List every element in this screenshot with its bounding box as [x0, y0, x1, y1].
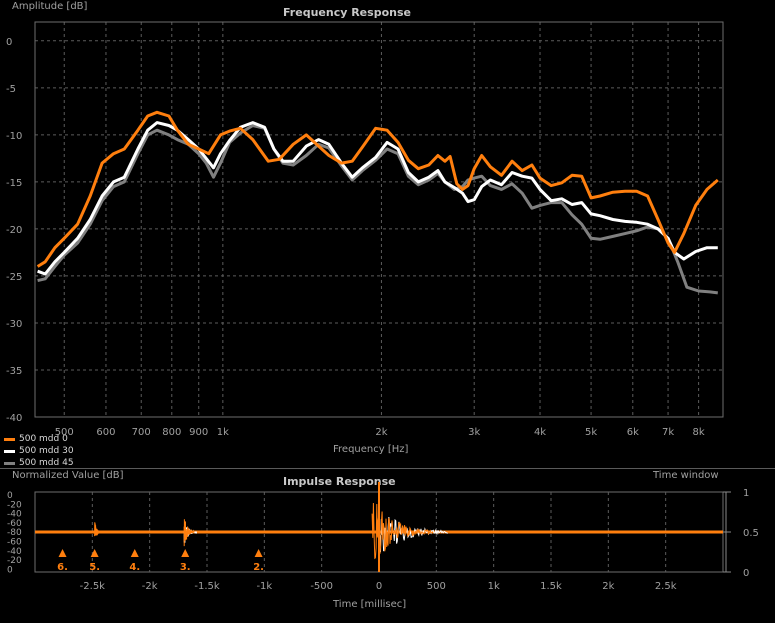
legend-item-0[interactable]: 500 mdd 0 [4, 433, 74, 445]
freq-x-tick-label: 3k [468, 427, 480, 438]
marker-label: 2. [253, 562, 264, 573]
impulse-x-tick-label: 2.5k [655, 581, 677, 592]
impulse-y-tick-label: -80 [7, 528, 22, 538]
legend-label: 500 mdd 0 [19, 434, 68, 444]
impulse-right-tick-label: 1 [743, 488, 749, 499]
marker-triangle [130, 549, 139, 557]
freq-x-tick-label: 6k [627, 427, 639, 438]
legend-swatch-orange [4, 437, 15, 441]
marker-triangle [181, 549, 190, 557]
impulse-x-tick-label: -1k [256, 581, 272, 592]
impulse-y-tick-label: 0 [7, 565, 13, 575]
series-line-500-mdd-30 [37, 121, 718, 276]
legend-item-2[interactable]: 500 mdd 45 [4, 457, 74, 469]
freq-y-tick-label: -25 [6, 272, 22, 283]
legend-item-1[interactable]: 500 mdd 30 [4, 445, 74, 457]
freq-y-tick-label: -15 [6, 178, 22, 189]
impulse-reflection-5 [94, 522, 101, 537]
freq-y-tick-label: -10 [6, 131, 22, 142]
impulse-y-tick-label: -60 [7, 538, 22, 548]
freq-x-tick-label: 4k [534, 427, 546, 438]
impulse-right-tick-label: 0 [743, 568, 749, 579]
marker-triangle [90, 549, 99, 557]
impulse-x-tick-label: -2k [142, 581, 158, 592]
freq-series [36, 110, 719, 295]
legend-swatch-white [4, 449, 15, 453]
marker-triangle [58, 549, 67, 557]
series-line-500-mdd-0 [36, 110, 719, 268]
impulse-waveform-main [371, 502, 432, 560]
impulse-chart-title: Impulse Response [283, 475, 396, 488]
freq-y-tick-label: -20 [6, 225, 22, 236]
marker-label: 3. [180, 562, 191, 573]
time-window-label: Time window [653, 470, 719, 481]
impulse-right-tick-label: 0.5 [743, 528, 759, 539]
impulse-x-tick-label: -2.5k [80, 581, 106, 592]
impulse-waveforms [35, 482, 723, 572]
freq-tick-labels: 0 -5 -10 -15 -20 -25 -30 -35 -40 500 600 700 800 900 1… [6, 37, 705, 438]
freq-x-tick-label: 900 [189, 427, 208, 438]
impulse-reflection-3 [183, 519, 195, 547]
freq-x-tick-label: 1k [217, 427, 229, 438]
marker-label: 6. [57, 562, 68, 573]
series-line-500-mdd-45 [37, 124, 718, 295]
legend-label: 500 mdd 45 [19, 458, 74, 468]
impulse-y-tick-label: -20 [7, 556, 22, 566]
impulse-x-tick-label: -1.5k [194, 581, 220, 592]
legend-label: 500 mdd 30 [19, 446, 74, 456]
freq-y-tick-label: -30 [6, 319, 22, 330]
impulse-tick-labels: -2.5k -2k -1.5k -1k -500 0 500 1k 1.5k 2k 2.5k0-20… [7, 488, 759, 592]
freq-y-tick-label: 0 [6, 37, 12, 48]
freq-x-tick-label: 2k [375, 427, 387, 438]
freq-y-axis-label: Amplitude [dB] [12, 1, 88, 12]
impulse-x-tick-label: 500 [427, 581, 446, 592]
impulse-y-axis-label: Normalized Value [dB] [12, 470, 124, 481]
freq-x-tick-label: 500 [55, 427, 74, 438]
freq-x-tick-label: 8k [693, 427, 705, 438]
impulse-response-chart[interactable]: -2.5k -2k -1.5k -1k -500 0 500 1k 1.5k 2k 2.5k0-20… [0, 469, 775, 623]
impulse-y-tick-label: -20 [7, 500, 22, 510]
legend-swatch-gray [4, 461, 15, 465]
impulse-y-tick-label: 0 [7, 491, 13, 501]
freq-x-tick-label: 700 [132, 427, 151, 438]
freq-y-tick-label: -5 [6, 84, 16, 95]
freq-x-tick-label: 800 [162, 427, 181, 438]
impulse-x-tick-label: 1.5k [540, 581, 562, 592]
panel-divider [0, 468, 775, 469]
freq-y-tick-label: -35 [6, 366, 22, 377]
impulse-y-tick-label: -40 [7, 510, 22, 520]
freq-y-tick-label: -40 [6, 413, 22, 424]
marker-label: 5. [89, 562, 100, 573]
freq-x-tick-label: 600 [96, 427, 115, 438]
freq-chart-title: Frequency Response [283, 6, 411, 19]
freq-legend[interactable]: 500 mdd 0 500 mdd 30 500 mdd 45 [4, 433, 74, 469]
impulse-x-tick-label: 0 [376, 581, 382, 592]
impulse-waveform-main-white [378, 517, 448, 553]
frequency-response-chart[interactable]: 0 -5 -10 -15 -20 -25 -30 -35 -40 500 600 700 800 900 1… [0, 0, 775, 468]
impulse-x-axis-label: Time [millisec] [333, 599, 407, 610]
marker-triangle [254, 549, 263, 557]
impulse-markers: 6. 5. 4. 3. 2. [57, 549, 264, 573]
freq-plot-frame [34, 21, 724, 418]
freq-x-axis-label: Frequency [Hz] [333, 444, 409, 455]
freq-x-tick-label: 5k [585, 427, 597, 438]
impulse-y-tick-label: -60 [7, 519, 22, 529]
impulse-x-tick-label: 1k [488, 581, 500, 592]
impulse-y-tick-label: -40 [7, 547, 22, 557]
marker-label: 4. [129, 562, 140, 573]
impulse-x-tick-label: 2k [602, 581, 614, 592]
freq-x-tick-label: 7k [662, 427, 674, 438]
impulse-x-tick-label: -500 [310, 581, 333, 592]
